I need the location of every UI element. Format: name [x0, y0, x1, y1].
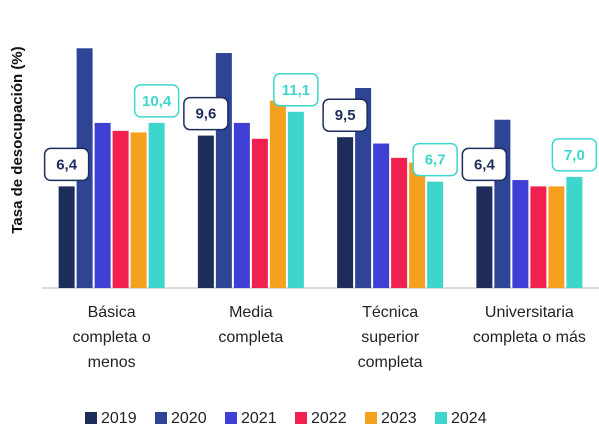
bar	[566, 176, 583, 288]
legend-label: 2024	[451, 410, 487, 425]
bar	[427, 181, 444, 288]
bar	[130, 132, 147, 288]
data-label-box	[412, 142, 458, 177]
bar	[512, 180, 529, 288]
legend-swatch	[365, 412, 377, 424]
bar	[58, 186, 75, 288]
x-tick-label: Básica completa o menos	[72, 304, 151, 371]
legend-label: 2022	[311, 410, 347, 425]
data-label-box	[551, 138, 598, 172]
data-label: 6,7	[425, 152, 446, 169]
x-tick-label: Universitaria completa o más	[472, 304, 586, 346]
bar	[548, 186, 565, 288]
data-label: 9,5	[335, 107, 356, 124]
bar	[409, 162, 426, 288]
bar	[251, 138, 268, 288]
bar	[233, 122, 250, 289]
data-label-box	[273, 73, 319, 107]
legend-label: 2019	[101, 410, 137, 425]
legend-swatch	[155, 412, 167, 424]
data-label: 6,4	[474, 156, 496, 173]
legend-label: 2021	[241, 410, 277, 425]
data-label-box	[43, 147, 90, 182]
y-axis-label: Tasa de desocupación (%)	[9, 46, 26, 233]
bar	[337, 137, 354, 288]
bar	[112, 130, 129, 288]
data-label: 10,4	[142, 93, 172, 110]
legend-label: 2023	[381, 410, 417, 425]
bar	[355, 87, 372, 288]
data-label: 11,1	[282, 82, 310, 99]
x-tick-label: Técnica superior completa	[357, 304, 423, 371]
legend-swatch	[295, 412, 307, 424]
bar	[391, 157, 408, 288]
legend-label: 2020	[171, 410, 207, 425]
bar	[373, 143, 390, 288]
bar	[476, 186, 493, 288]
bar	[287, 111, 304, 288]
x-tick-label: Media completa	[218, 304, 284, 346]
legend-swatch	[225, 412, 237, 424]
data-label: 7,0	[564, 147, 585, 164]
bar	[494, 119, 511, 288]
data-label: 6,4	[56, 156, 78, 173]
bar	[94, 122, 111, 289]
data-label-box	[133, 84, 180, 118]
bar	[530, 186, 547, 288]
bar	[197, 135, 214, 288]
bar	[148, 122, 165, 289]
data-label: 9,6	[195, 106, 216, 123]
bar	[215, 53, 232, 288]
legend-swatch	[85, 412, 97, 424]
data-label-box	[461, 147, 508, 182]
legend-swatch	[435, 412, 447, 424]
data-label-box	[322, 98, 368, 132]
data-label-box	[183, 96, 229, 131]
bar	[269, 100, 286, 288]
